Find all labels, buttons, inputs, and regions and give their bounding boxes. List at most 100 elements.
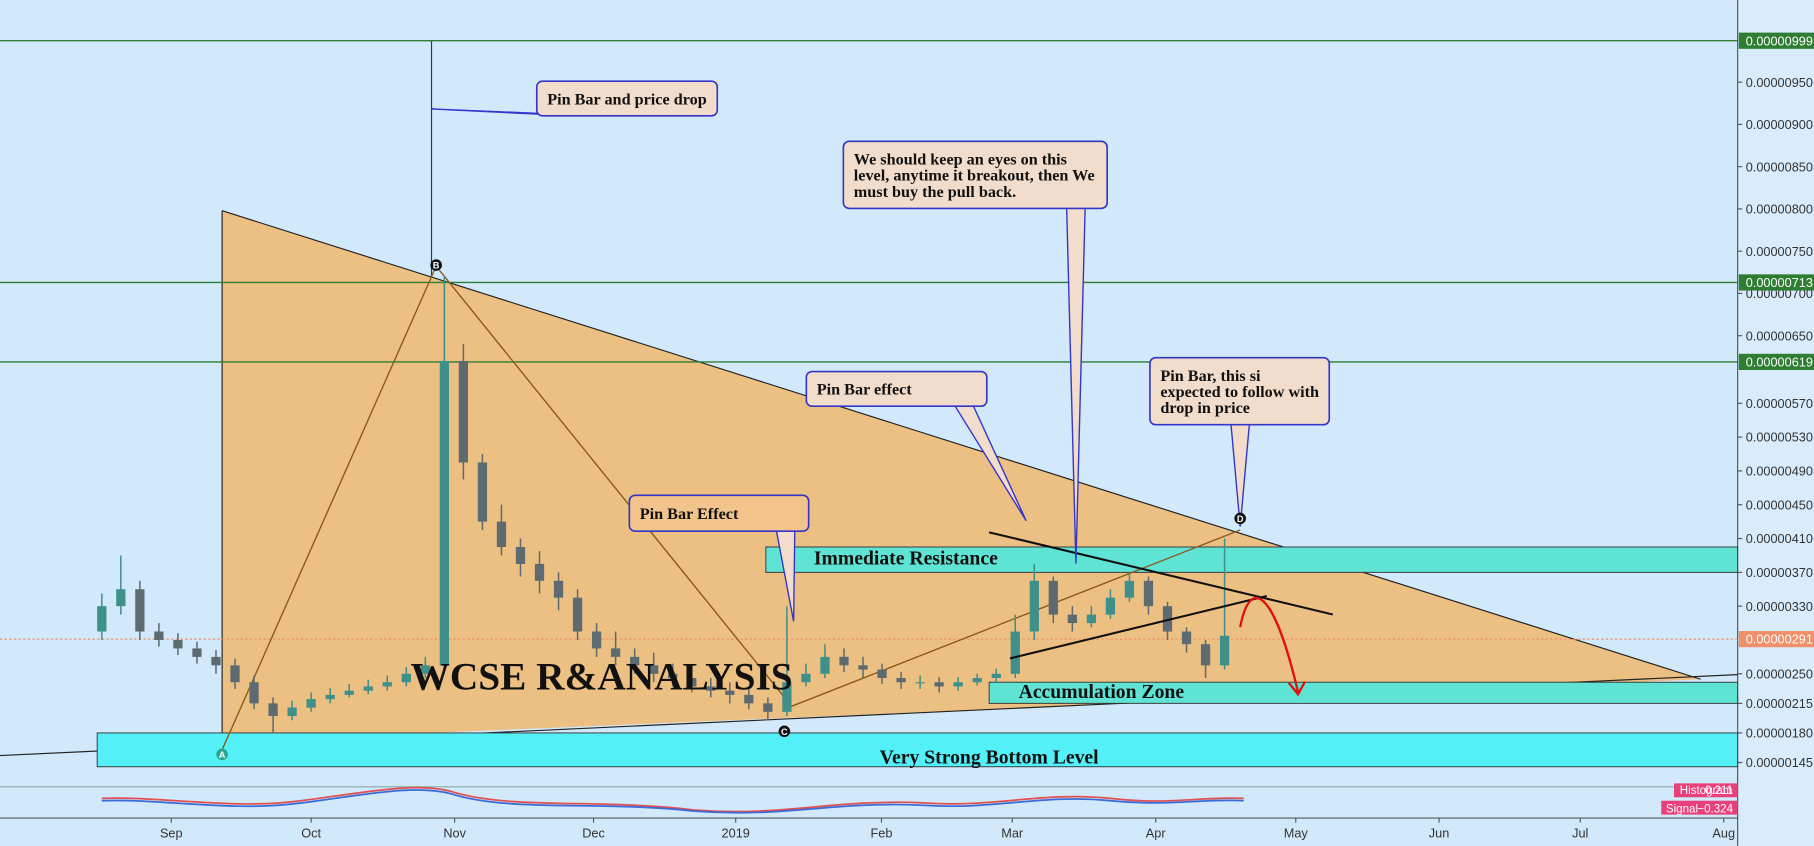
x-tick-label: Apr (1146, 826, 1167, 841)
indicator-value: −0.324 (1697, 803, 1733, 815)
x-tick-label: Nov (443, 826, 466, 841)
candle-body (382, 682, 392, 687)
level-label: 0.00000619 (1746, 355, 1813, 370)
callout-text: drop in price (1160, 399, 1250, 417)
macd-line (101, 789, 1244, 814)
candle-body (1105, 597, 1116, 615)
x-tick-label: May (1284, 826, 1309, 841)
y-tick-label: 0.00000650 (1746, 328, 1813, 343)
candle-body (173, 639, 183, 649)
candle-body (192, 648, 202, 657)
callout-text: Pin Bar effect (817, 381, 913, 399)
zone-label: Immediate Resistance (814, 548, 998, 570)
candle-body (668, 673, 678, 678)
x-tick-label: Sep (160, 826, 183, 841)
level-badge (1738, 353, 1814, 370)
candle-body (687, 677, 697, 687)
callout-box (535, 80, 719, 117)
callout-box (628, 494, 810, 532)
candle-body (268, 703, 278, 717)
y-tick-label: 0.00000250 (1746, 666, 1813, 681)
candle-body (477, 462, 488, 522)
point-marker (1234, 512, 1246, 525)
callout-text: level, anytime it breakout, then We (854, 167, 1095, 185)
point-marker (216, 748, 228, 761)
indicator-badge (1699, 800, 1738, 815)
triangle-edge (221, 210, 1701, 680)
x-tick-label: 2019 (722, 826, 750, 841)
candle-body (1181, 631, 1192, 645)
candle-body (649, 665, 659, 674)
candle-body (1010, 631, 1020, 674)
candle-body (97, 606, 107, 632)
candle-body (116, 589, 126, 607)
zone (988, 681, 1739, 704)
chart-title: WCSE R&ANALYSIS (411, 655, 793, 699)
candle-body (591, 631, 602, 649)
indicator-label: Histogram (1680, 785, 1733, 797)
y-tick-label: 0.00000180 (1746, 726, 1813, 741)
candle-body (363, 686, 373, 691)
callout-text: must buy the pull back. (854, 183, 1016, 201)
channel-line (1009, 594, 1268, 660)
candle-body (458, 361, 469, 463)
candle-body (1200, 644, 1211, 666)
candle-body (763, 703, 773, 712)
y-tick-label: 0.00000145 (1746, 755, 1813, 770)
candle-body (915, 682, 925, 684)
y-tick-label: 0.00000490 (1746, 464, 1813, 479)
callout-text: We should keep an eyes on this (854, 150, 1067, 168)
candle-body (287, 707, 297, 717)
candle-body (782, 682, 792, 712)
candle-body (858, 665, 868, 670)
candle-body (344, 690, 354, 695)
y-tick-label: 0.00000410 (1746, 531, 1813, 546)
level-badge (1738, 631, 1814, 648)
y-tick-label: 0.00000330 (1746, 599, 1813, 614)
candle-body (706, 686, 716, 691)
candle-body (515, 546, 526, 564)
candle-body (496, 521, 507, 547)
x-tick-label: Jul (1572, 826, 1588, 841)
x-tick-label: Feb (871, 826, 893, 841)
indicator-label: Signal (1666, 803, 1698, 815)
x-tick-label: Aug (1712, 826, 1735, 841)
candle-body (1162, 606, 1173, 632)
candle-body (934, 682, 944, 687)
indicator-badge (1661, 800, 1701, 815)
candle-body (801, 673, 811, 683)
projection-arrow (1239, 596, 1306, 697)
candle-body (744, 694, 754, 704)
point-marker (430, 259, 442, 271)
candle-body (211, 656, 221, 666)
pattern-line (221, 265, 437, 751)
y-tick-label: 0.00000530 (1746, 430, 1813, 445)
candle-body (1086, 614, 1097, 624)
candle-body (306, 699, 316, 708)
callout-text: Pin Bar Effect (640, 505, 739, 523)
callout-text: Pin Bar, this si (1160, 367, 1261, 385)
price-axis-strip (1737, 0, 1814, 846)
candle-body (572, 597, 583, 632)
y-tick-label: 0.00000800 (1746, 202, 1813, 217)
candle-body (1124, 580, 1135, 598)
x-tick-label: Dec (582, 826, 605, 841)
candle-body (1048, 580, 1058, 615)
candle-body (135, 589, 145, 632)
y-tick-label: 0.00000850 (1746, 159, 1813, 174)
candle-body (325, 694, 335, 700)
y-tick-label: 0.00000215 (1746, 696, 1813, 711)
candle-body (630, 656, 640, 666)
zone (765, 546, 1739, 573)
channel-line (988, 531, 1333, 616)
y-tick-label: 0.00000450 (1746, 497, 1813, 512)
candle-body (249, 682, 259, 704)
candle-body (1067, 614, 1077, 624)
candle-body (534, 563, 545, 581)
candle-body (154, 631, 164, 640)
candle-body (401, 673, 411, 683)
level-label: 0.00000291 (1746, 632, 1813, 647)
indicator-badge (1674, 783, 1738, 798)
y-tick-label: 0.00000750 (1746, 244, 1813, 259)
candle-body (953, 682, 963, 687)
